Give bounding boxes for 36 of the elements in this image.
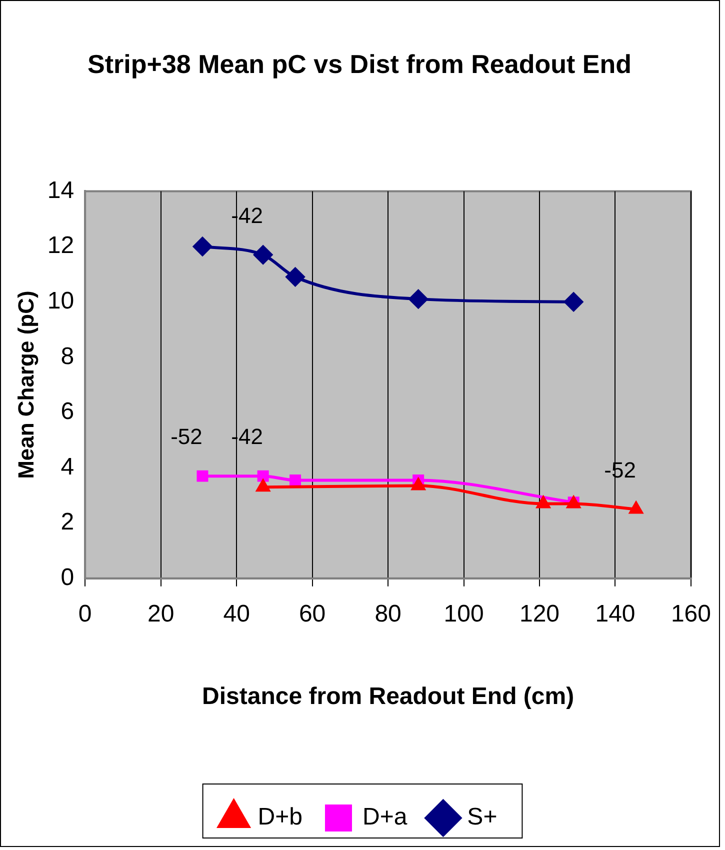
y-tick-label: 0 [60, 564, 74, 592]
x-tick-label: 140 [595, 600, 636, 628]
point [536, 496, 550, 508]
y-axis-title: Mean Charge (pC) [13, 290, 38, 479]
legend-label: D+a [362, 804, 408, 831]
x-tick-label: 160 [670, 600, 711, 628]
point [629, 502, 643, 514]
point [192, 237, 212, 256]
x-tick-label: 80 [374, 600, 402, 628]
y-tick-label: 4 [60, 453, 74, 480]
point [290, 474, 302, 486]
point [254, 245, 273, 264]
point [286, 267, 305, 286]
chart-title: Strip+38 Mean pC vs Dist from Readout End [88, 48, 632, 79]
x-axis-title: Distance from Readout End (cm) [202, 683, 574, 710]
point [412, 478, 426, 490]
point [196, 470, 208, 482]
y-tick-label: 2 [60, 508, 74, 536]
x-tick-label: 60 [298, 600, 326, 628]
y-tick-label: 8 [60, 342, 74, 370]
point [256, 480, 270, 492]
x-tick-label: 40 [223, 600, 250, 628]
legend-label: S+ [467, 804, 498, 831]
x-tick-label: 20 [147, 600, 174, 628]
legend-label: D+b [258, 804, 302, 831]
x-tick-label: 0 [78, 600, 92, 628]
y-tick-label: 10 [47, 287, 74, 314]
point [257, 470, 269, 482]
annotation: -52 [170, 424, 202, 450]
y-tick-label: 12 [47, 232, 74, 260]
point [564, 292, 584, 312]
x-tick-label: 120 [519, 600, 560, 628]
y-tick-label: 6 [60, 398, 74, 426]
point [408, 290, 428, 309]
x-tick-label: 100 [444, 600, 484, 628]
y-tick-label: 14 [47, 176, 74, 204]
